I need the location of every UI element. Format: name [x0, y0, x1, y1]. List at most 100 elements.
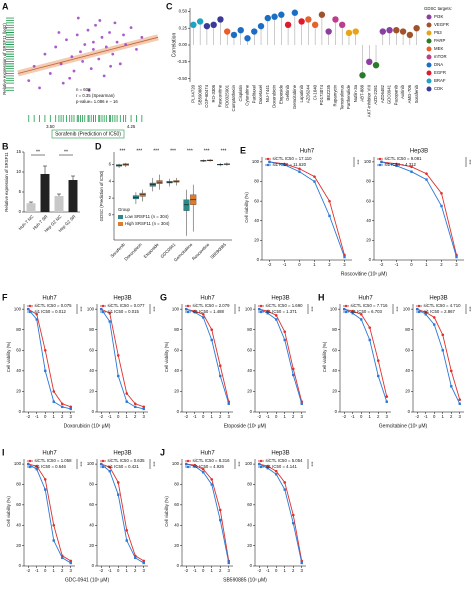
- marker: [410, 165, 413, 169]
- marker: [60, 402, 64, 406]
- lollipop-dot: [413, 24, 420, 32]
- y-tick-label: 100: [172, 306, 180, 311]
- marker: [69, 561, 72, 565]
- y-tick-label: 20: [16, 543, 21, 548]
- subplot-title: Hep3B: [271, 296, 289, 302]
- marker: [266, 312, 269, 315]
- x-tick-label: Gemcitabine: [292, 84, 297, 109]
- subplot-title: Huh7: [42, 451, 57, 457]
- x-tick-label: -1: [351, 414, 355, 419]
- x-tick-label: -1: [266, 414, 270, 419]
- x-tick-label: Roscovitine: [218, 84, 223, 107]
- series-line: [259, 463, 303, 564]
- marker: [377, 374, 380, 378]
- trend-line: [17, 36, 159, 74]
- y-tick-label: 40: [332, 368, 337, 373]
- marker: [395, 162, 398, 166]
- legend-swatch: [118, 215, 123, 219]
- marker: [410, 170, 413, 173]
- legend-swatch: [426, 46, 432, 52]
- marker: [351, 309, 355, 313]
- x-tick-label: Cisplatin: [238, 84, 243, 101]
- x-tick-label: 2: [377, 414, 380, 419]
- x-tick-label: Gemcitabine: [173, 242, 194, 263]
- y-tick-label: 40: [174, 522, 179, 527]
- point: [38, 86, 41, 90]
- point: [113, 21, 117, 25]
- legend-swatch: [426, 54, 432, 60]
- point: [61, 81, 65, 85]
- lollipop-dot: [352, 28, 359, 35]
- y-tick-label: 20: [89, 543, 94, 548]
- marker: [52, 400, 55, 403]
- x-tick-label: 0: [202, 568, 205, 573]
- legend-label: siCTL IC50 = 2.079: [193, 303, 231, 308]
- marker: [108, 311, 112, 315]
- point: [100, 35, 104, 39]
- legend-label: siCTL IC50 = 0.075: [35, 303, 73, 308]
- x-tick-label: 1: [126, 568, 129, 573]
- x-tick-label: -2: [26, 568, 30, 573]
- point: [111, 52, 115, 56]
- x-tick-label: 0: [433, 414, 436, 419]
- legend-label: P53: [434, 30, 442, 35]
- significance: ***: [236, 306, 241, 311]
- marker: [142, 561, 145, 565]
- x-tick-label: 3: [459, 414, 462, 419]
- y-tick-label: 60: [16, 502, 21, 507]
- x-tick-label: -2: [257, 414, 261, 419]
- legend-label: Low SRSF11 (n = 304): [125, 214, 169, 219]
- legend-marker: [101, 465, 105, 469]
- y-tick-label: 0: [257, 257, 260, 262]
- subplot-title: Huh7: [358, 296, 373, 302]
- series-line: [259, 308, 303, 402]
- lollipop-dot: [339, 21, 346, 29]
- series-line: [28, 463, 71, 564]
- x-tick-label: 3: [228, 568, 231, 573]
- point: [109, 64, 113, 68]
- x-tick-label: 3: [301, 568, 304, 573]
- series-line: [269, 161, 345, 258]
- y-tick-label: 0.25: [179, 25, 188, 30]
- lollipop-dot: [379, 28, 386, 35]
- x-tick-label: Parthenolide: [346, 84, 351, 109]
- x-tick-label: 1: [53, 414, 56, 419]
- y-tick-label: 0.50: [179, 9, 188, 14]
- x-tick-label: -2: [415, 414, 419, 419]
- series-line: [101, 308, 144, 408]
- lollipop-dot: [203, 22, 211, 30]
- panel-letter: I: [2, 447, 5, 457]
- x-tick-label: AMG-706: [407, 84, 412, 103]
- lollipop-dot: [399, 28, 407, 35]
- subplot-title: Hep3B: [410, 149, 428, 155]
- point: [129, 26, 133, 30]
- x-tick-label: 3: [70, 414, 73, 419]
- y-tick-label: 100: [87, 306, 95, 311]
- y-tick-label: 60: [366, 198, 371, 203]
- x-tick-label: -2: [380, 262, 384, 267]
- y-tick-label: 100: [364, 159, 372, 164]
- marker: [385, 400, 388, 403]
- legend-title: Group: [118, 207, 131, 212]
- marker: [108, 470, 111, 473]
- x-axis-label: Doxorubicin (10ˣ μM): [64, 423, 111, 429]
- marker: [425, 178, 428, 181]
- marker: [227, 402, 230, 405]
- point: [104, 45, 108, 49]
- x-tick-label: 1: [442, 414, 445, 419]
- y-tick-label: 0: [92, 563, 95, 568]
- x-tick-label: 1: [284, 568, 287, 573]
- panel-letter: G: [160, 292, 167, 302]
- y-tick-label: 0: [250, 409, 253, 414]
- significance: ***: [355, 159, 360, 164]
- legend-label: EGFR: [434, 70, 446, 75]
- y-tick-label: 20: [366, 238, 371, 243]
- marker: [185, 307, 188, 311]
- y-axis-label: Cell viability (%): [164, 496, 169, 527]
- y-tick-label: 40: [16, 368, 21, 373]
- legend-label: si1 IC50 = 4.141: [266, 464, 298, 469]
- y-tick-label: 20: [254, 238, 259, 243]
- x-tick-label: Sorafenib: [414, 84, 419, 103]
- subplot-title: Huh7: [42, 296, 57, 302]
- y-tick-label: 40: [405, 368, 410, 373]
